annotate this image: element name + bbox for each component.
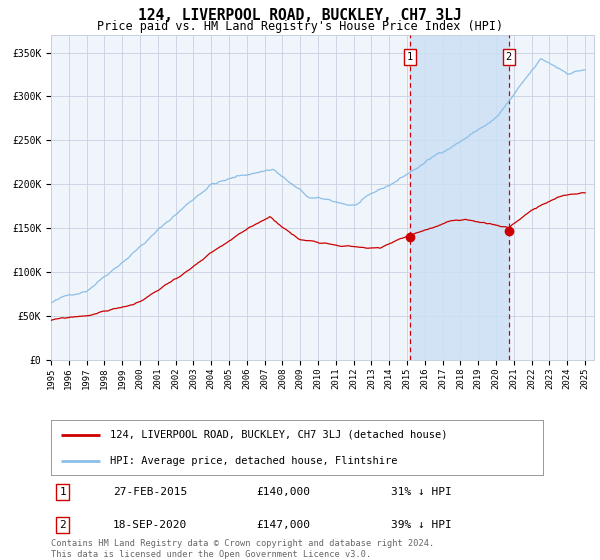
Text: HPI: Average price, detached house, Flintshire: HPI: Average price, detached house, Flin… bbox=[110, 456, 398, 466]
Text: 27-FEB-2015: 27-FEB-2015 bbox=[113, 487, 187, 497]
Text: 1: 1 bbox=[59, 487, 66, 497]
Text: 124, LIVERPOOL ROAD, BUCKLEY, CH7 3LJ (detached house): 124, LIVERPOOL ROAD, BUCKLEY, CH7 3LJ (d… bbox=[110, 430, 448, 440]
Text: 2: 2 bbox=[506, 52, 512, 62]
Text: Contains HM Land Registry data © Crown copyright and database right 2024.
This d: Contains HM Land Registry data © Crown c… bbox=[51, 539, 434, 559]
Bar bbox=[410, 35, 509, 360]
Text: Price paid vs. HM Land Registry's House Price Index (HPI): Price paid vs. HM Land Registry's House … bbox=[97, 20, 503, 32]
Text: 18-SEP-2020: 18-SEP-2020 bbox=[113, 520, 187, 530]
Text: 1: 1 bbox=[407, 52, 413, 62]
Text: £147,000: £147,000 bbox=[256, 520, 310, 530]
Text: 2: 2 bbox=[59, 520, 66, 530]
Text: 39% ↓ HPI: 39% ↓ HPI bbox=[391, 520, 452, 530]
Text: 31% ↓ HPI: 31% ↓ HPI bbox=[391, 487, 452, 497]
Text: £140,000: £140,000 bbox=[256, 487, 310, 497]
Text: 124, LIVERPOOL ROAD, BUCKLEY, CH7 3LJ: 124, LIVERPOOL ROAD, BUCKLEY, CH7 3LJ bbox=[138, 8, 462, 24]
